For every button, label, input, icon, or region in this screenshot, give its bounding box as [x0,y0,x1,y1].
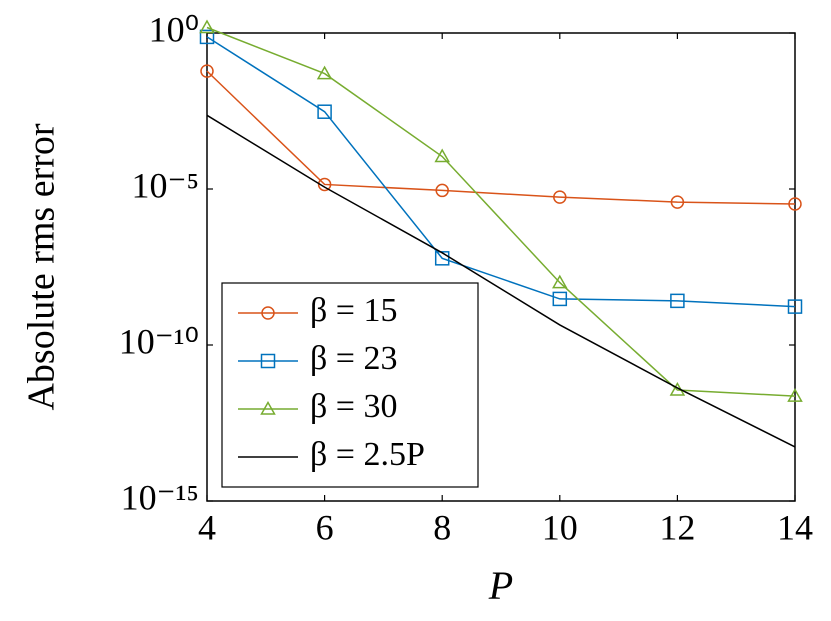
marker [670,293,685,309]
y-tick-label: 10⁻¹⁰ [119,321,199,361]
series-line [206,114,796,448]
marker [199,19,215,34]
marker [434,148,450,163]
marker [317,104,332,119]
legend-label: β = 30 [310,388,397,425]
legend-label: β = 15 [310,292,397,329]
marker [552,274,568,289]
marker [787,388,803,402]
legend-label: β = 23 [310,340,397,377]
marker [553,190,567,204]
marker [260,400,276,415]
series-line [206,70,796,205]
y-tick-label: 10⁰ [149,9,199,49]
marker [261,306,275,320]
series-line [206,36,796,308]
marker [787,299,803,314]
marker [317,177,332,192]
marker [200,64,214,78]
marker [670,195,685,209]
y-tick-label: 10⁻¹⁵ [121,477,199,517]
marker [434,251,450,266]
series-line [206,26,796,397]
marker [788,197,802,211]
legend: β = 15 β = 23 β = 30 β = 2.5P [221,282,479,488]
x-tick-label: 4 [198,507,216,547]
x-tick-label: 12 [659,507,695,547]
plot-frame [206,32,796,502]
marker [260,353,276,369]
marker [199,29,215,45]
x-tick-label: 14 [777,507,813,547]
x-tick-label: 8 [433,507,451,547]
x-axis-label: P [488,563,513,608]
x-tick-label: 10 [542,507,578,547]
y-tick-label: 10⁻⁵ [131,165,199,205]
legend-box [221,282,479,488]
marker [435,183,449,198]
x-tick-label: 6 [316,507,334,547]
legend-label: β = 2.5P [310,436,425,473]
marker [552,291,568,307]
y-axis-label: Absolute rms error [21,123,63,410]
marker [316,65,333,80]
